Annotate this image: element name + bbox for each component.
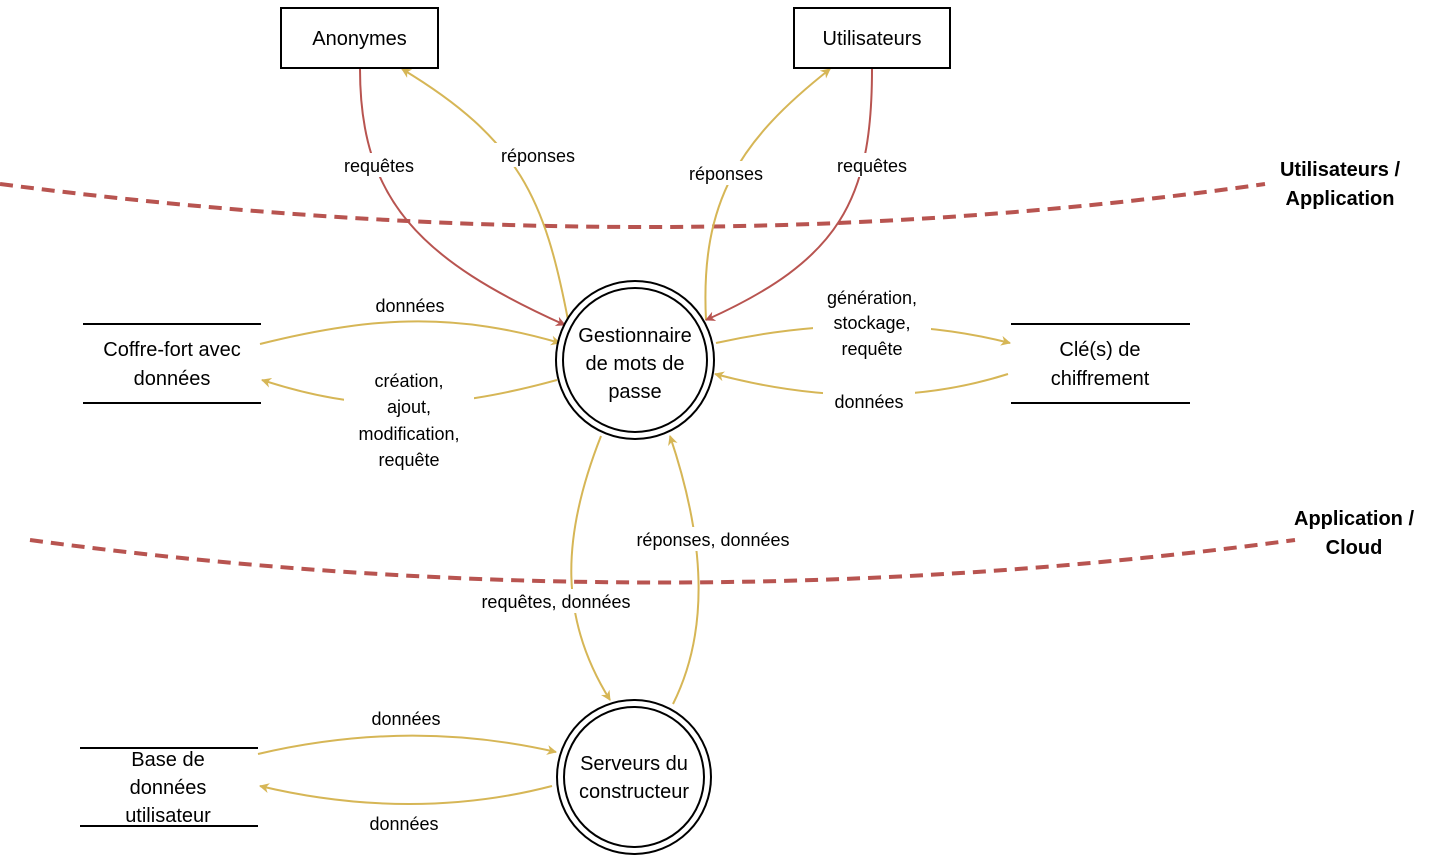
process-label-line: constructeur [579, 781, 689, 803]
process-serveurs: Serveurs du constructeur [556, 699, 712, 855]
edge-label-text: données [375, 296, 444, 316]
flow-anon-requetes [359, 68, 566, 326]
boundary-label-app-cloud: Application / Cloud [1294, 508, 1414, 559]
edge-label-text: génération, [827, 288, 917, 308]
store-label-line: données [130, 777, 207, 799]
store-cles: Clé(s) de chiffrement [1011, 323, 1190, 404]
edge-label-text: requête [378, 450, 439, 470]
boundary-label-line: Application / [1294, 508, 1414, 530]
edge-label-text: données [371, 709, 440, 729]
edge-label-base-donnees-in: données [360, 706, 452, 730]
boundary-label-user-app: Utilisateurs / Application [1280, 159, 1400, 210]
flow-base-donnees-out [259, 783, 553, 805]
entity-label: Utilisateurs [823, 28, 922, 50]
process-label-line: Gestionnaire [578, 325, 691, 347]
entity-label: Anonymes [312, 28, 407, 50]
edge-label-util-reponses: réponses [678, 161, 774, 185]
edge-label-text: requête [841, 339, 902, 359]
flow-util-reponses [704, 68, 831, 321]
process-label-line: de mots de [586, 353, 685, 375]
boundary-app-cloud [29, 538, 1296, 585]
flow-util-requetes [705, 68, 873, 321]
boundary-label-line: Application [1286, 188, 1395, 210]
process-label-line: passe [608, 381, 661, 403]
edge-label-util-requetes: requêtes [827, 153, 917, 177]
edge-label-text: requêtes, données [481, 592, 630, 612]
edge-label-text: requêtes [837, 156, 907, 176]
edge-label-text: ajout, [387, 397, 431, 417]
store-label-line: chiffrement [1051, 368, 1150, 390]
store-label-line: utilisateur [125, 805, 211, 827]
store-label-line: Coffre-fort avec [103, 339, 240, 361]
edge-label-text: stockage, [833, 313, 910, 333]
edge-label-cles-generation: génération, stockage, requête [813, 286, 931, 362]
edge-label-text: réponses, données [636, 530, 789, 550]
edge-label-text: création, [374, 371, 443, 391]
edge-label-coffre-creation: création, ajout, modification, requête [344, 369, 474, 471]
store-label-line: données [134, 368, 211, 390]
edge-label-cles-donnees: données [823, 389, 915, 413]
process-gestionnaire: Gestionnaire de mots de passe [555, 280, 715, 440]
edge-label-text: réponses [501, 146, 575, 166]
store-coffre-fort: Coffre-fort avec données [83, 323, 261, 404]
edge-label-text: données [369, 814, 438, 834]
edge-label-text: requêtes [344, 156, 414, 176]
boundary-label-line: Cloud [1326, 537, 1383, 559]
store-label-line: Clé(s) de [1059, 339, 1140, 361]
edge-label-anon-requetes: requêtes [334, 153, 424, 177]
edge-label-text: données [834, 392, 903, 412]
edge-label-text: modification, [358, 424, 459, 444]
flow-serveurs-reponses [668, 435, 700, 705]
entity-utilisateurs: Utilisateurs [793, 7, 951, 69]
flow-anon-reponses [401, 68, 569, 321]
edge-label-serveurs-reponses: réponses, données [614, 527, 812, 551]
entity-anonymes: Anonymes [280, 7, 439, 69]
edge-label-base-donnees-out: données [358, 811, 450, 835]
flow-base-donnees-in [257, 734, 557, 755]
flow-serveurs-requetes [570, 435, 611, 701]
edge-label-anon-reponses: réponses [490, 143, 586, 167]
flow-coffre-donnees [259, 320, 561, 346]
edge-label-serveurs-requetes: requêtes, données [460, 589, 652, 613]
process-label-line: Serveurs du [580, 753, 688, 775]
boundary-label-line: Utilisateurs / [1280, 159, 1400, 181]
store-base-donnees: Base de données utilisateur [80, 747, 258, 827]
boundary-user-app [0, 182, 1266, 229]
edge-label-text: réponses [689, 164, 763, 184]
store-label-line: Base de [131, 749, 204, 771]
edge-label-coffre-donnees: données [364, 293, 456, 317]
